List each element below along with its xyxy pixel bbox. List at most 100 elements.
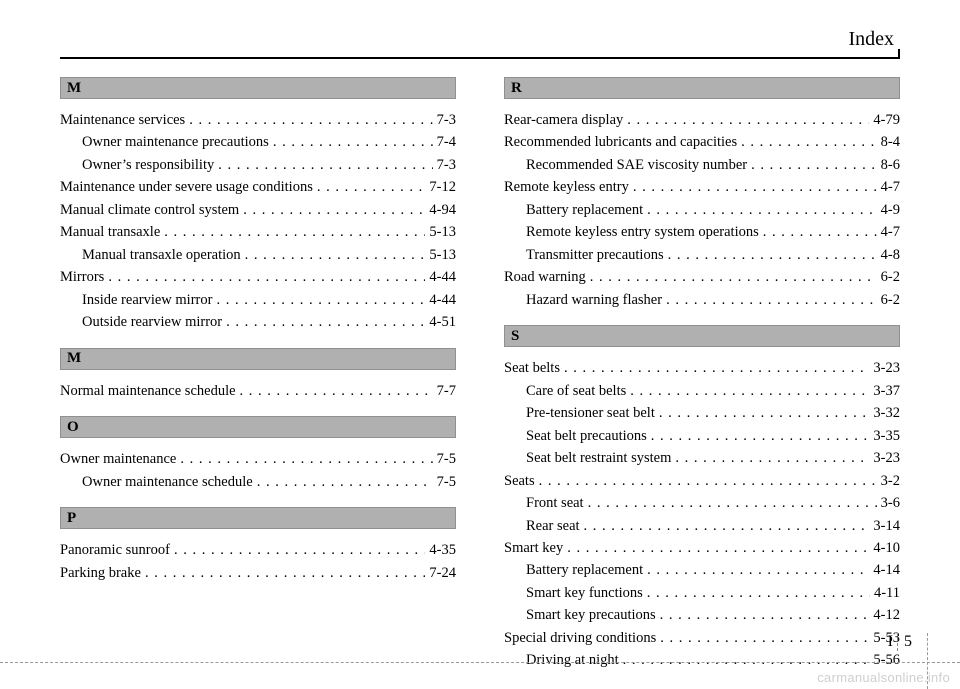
page-number-page: 5 — [897, 633, 912, 651]
page: Index MMaintenance services7-3Owner main… — [0, 0, 960, 689]
index-entry-page: 3-6 — [881, 492, 900, 514]
leader-dots — [590, 266, 877, 288]
index-entry-page: 4-51 — [429, 311, 456, 333]
index-entry-label: Road warning — [504, 266, 586, 288]
index-entry: Recommended lubricants and capacities8-4 — [504, 131, 900, 153]
watermark: carmanualsonline.info — [817, 670, 950, 685]
index-entry-label: Parking brake — [60, 562, 141, 584]
index-entry-page: 4-12 — [873, 604, 900, 626]
index-entry: Owner maintenance7-5 — [60, 448, 456, 470]
index-entry: Manual climate control system4-94 — [60, 199, 456, 221]
index-section: M Maintenance services7-3Owner maintenanc… — [60, 77, 456, 334]
leader-dots — [588, 492, 877, 514]
index-entry-label: Outside rearview mirror — [82, 311, 222, 333]
section-letter: R — [504, 77, 900, 99]
index-entry-page: 3-23 — [873, 357, 900, 379]
index-entry: Special driving conditions5-53 — [504, 627, 900, 649]
leader-dots — [180, 448, 432, 470]
index-entry-label: Rear-camera display — [504, 109, 623, 131]
index-entry-label: Remote keyless entry — [504, 176, 629, 198]
index-entry-page: 3-35 — [873, 425, 900, 447]
index-entry-label: Owner’s responsibility — [82, 154, 214, 176]
index-entry: Inside rearview mirror4-44 — [60, 289, 456, 311]
index-entry-page: 4-44 — [429, 289, 456, 311]
index-entry: Normal maintenance schedule7-7 — [60, 380, 456, 402]
index-entry: Manual transaxle operation5-13 — [60, 244, 456, 266]
leader-dots — [668, 244, 877, 266]
index-section: PPanoramic sunroof4-35Parking brake7-24 — [60, 507, 456, 584]
index-entry: Parking brake 7-24 — [60, 562, 456, 584]
index-entry: Care of seat belts3-37 — [504, 380, 900, 402]
index-entry-page: 3-37 — [873, 380, 900, 402]
index-entry: Recommended SAE viscosity number8-6 — [504, 154, 900, 176]
index-entry-label: Owner maintenance precautions — [82, 131, 269, 153]
index-entry-page: 4-8 — [881, 244, 900, 266]
leader-dots — [539, 470, 877, 492]
index-entry: Smart key precautions 4-12 — [504, 604, 900, 626]
index-entry: Panoramic sunroof4-35 — [60, 539, 456, 561]
index-entry: Road warning6-2 — [504, 266, 900, 288]
leader-dots — [273, 131, 433, 153]
leader-dots — [623, 649, 870, 671]
index-entry: Front seat 3-6 — [504, 492, 900, 514]
leader-dots — [243, 199, 425, 221]
index-entry-label: Panoramic sunroof — [60, 539, 170, 561]
page-number: I5 — [888, 633, 912, 651]
index-entry-page: 7-24 — [429, 562, 456, 584]
index-entry: Outside rearview mirror 4-51 — [60, 311, 456, 333]
index-entry: Battery replacement4-14 — [504, 559, 900, 581]
leader-dots — [666, 289, 877, 311]
leader-dots — [108, 266, 425, 288]
leader-dots — [567, 537, 869, 559]
leader-dots — [647, 559, 869, 581]
index-entry-label: Owner maintenance — [60, 448, 176, 470]
index-entry-label: Transmitter precautions — [526, 244, 664, 266]
index-entry-label: Smart key precautions — [526, 604, 656, 626]
index-column-left: MMaintenance services7-3Owner maintenanc… — [60, 77, 456, 686]
leader-dots — [584, 515, 870, 537]
leader-dots — [240, 380, 433, 402]
index-entry-page: 7-4 — [437, 131, 456, 153]
index-entry-label: Maintenance under severe usage condition… — [60, 176, 313, 198]
section-letter: M — [60, 77, 456, 99]
index-entry-page: 7-12 — [429, 176, 456, 198]
leader-dots — [660, 627, 869, 649]
leader-dots — [763, 221, 877, 243]
index-section: MNormal maintenance schedule7-7 — [60, 348, 456, 402]
index-entry-page: 4-10 — [873, 537, 900, 559]
index-entry-label: Smart key — [504, 537, 563, 559]
index-entry-page: 7-5 — [437, 471, 456, 493]
leader-dots — [651, 425, 870, 447]
header-rule — [60, 57, 900, 59]
leader-dots — [189, 109, 432, 131]
index-entry-label: Recommended lubricants and capacities — [504, 131, 737, 153]
index-entry: Maintenance services7-3 — [60, 109, 456, 131]
index-entry-label: Pre-tensioner seat belt — [526, 402, 655, 424]
leader-dots — [627, 109, 869, 131]
index-entry-label: Mirrors — [60, 266, 104, 288]
index-entry: Mirrors4-44 — [60, 266, 456, 288]
index-entry-label: Front seat — [526, 492, 584, 514]
index-entry-page: 4-9 — [881, 199, 900, 221]
index-entry: Manual transaxle5-13 — [60, 221, 456, 243]
index-columns: MMaintenance services7-3Owner maintenanc… — [60, 77, 900, 686]
index-entry-page: 4-7 — [881, 221, 900, 243]
cut-line-horizontal — [0, 662, 960, 663]
section-letter: O — [60, 416, 456, 438]
leader-dots — [216, 289, 425, 311]
index-entry: Maintenance under severe usage condition… — [60, 176, 456, 198]
index-entry-label: Manual transaxle — [60, 221, 160, 243]
index-entry-page: 7-7 — [437, 380, 456, 402]
index-entry-label: Seat belt precautions — [526, 425, 647, 447]
index-entry-label: Special driving conditions — [504, 627, 656, 649]
index-entry-page: 8-6 — [881, 154, 900, 176]
leader-dots — [164, 221, 425, 243]
index-entry-page: 7-3 — [437, 109, 456, 131]
leader-dots — [647, 582, 870, 604]
index-entry-page: 5-13 — [429, 244, 456, 266]
index-entry-page: 3-32 — [873, 402, 900, 424]
index-entry-label: Seat belts — [504, 357, 560, 379]
index-entry: Seat belts 3-23 — [504, 357, 900, 379]
index-entry: Remote keyless entry system operations4-… — [504, 221, 900, 243]
index-entry-page: 4-11 — [874, 582, 900, 604]
